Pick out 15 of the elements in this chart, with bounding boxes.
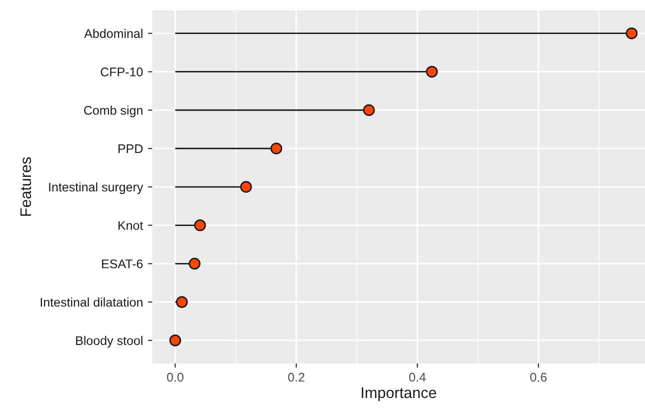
y-tick-label: ESAT-6 [102, 259, 143, 268]
y-tick-label: Bloody stool [76, 336, 142, 348]
y-tick-label: Comb sign [84, 106, 142, 118]
x-tick-label: 0.0 [167, 372, 184, 382]
y-tick-label: Intestinal surgery [49, 182, 144, 194]
x-tick-label: 0.2 [288, 372, 304, 382]
y-tick-label: Abdominal [84, 28, 142, 38]
y-tick-label: Intestinal dilatation [40, 298, 142, 307]
y-tick-label: Knot [118, 221, 144, 230]
x-tick-label: 0.6 [530, 372, 547, 382]
x-tick-label: 0.4 [409, 372, 426, 382]
y-axis-title: Features [20, 157, 32, 216]
y-tick-label: CFP-10 [100, 68, 143, 76]
y-tick-label: PPD [118, 144, 143, 154]
x-axis-title: Importance [362, 387, 436, 402]
